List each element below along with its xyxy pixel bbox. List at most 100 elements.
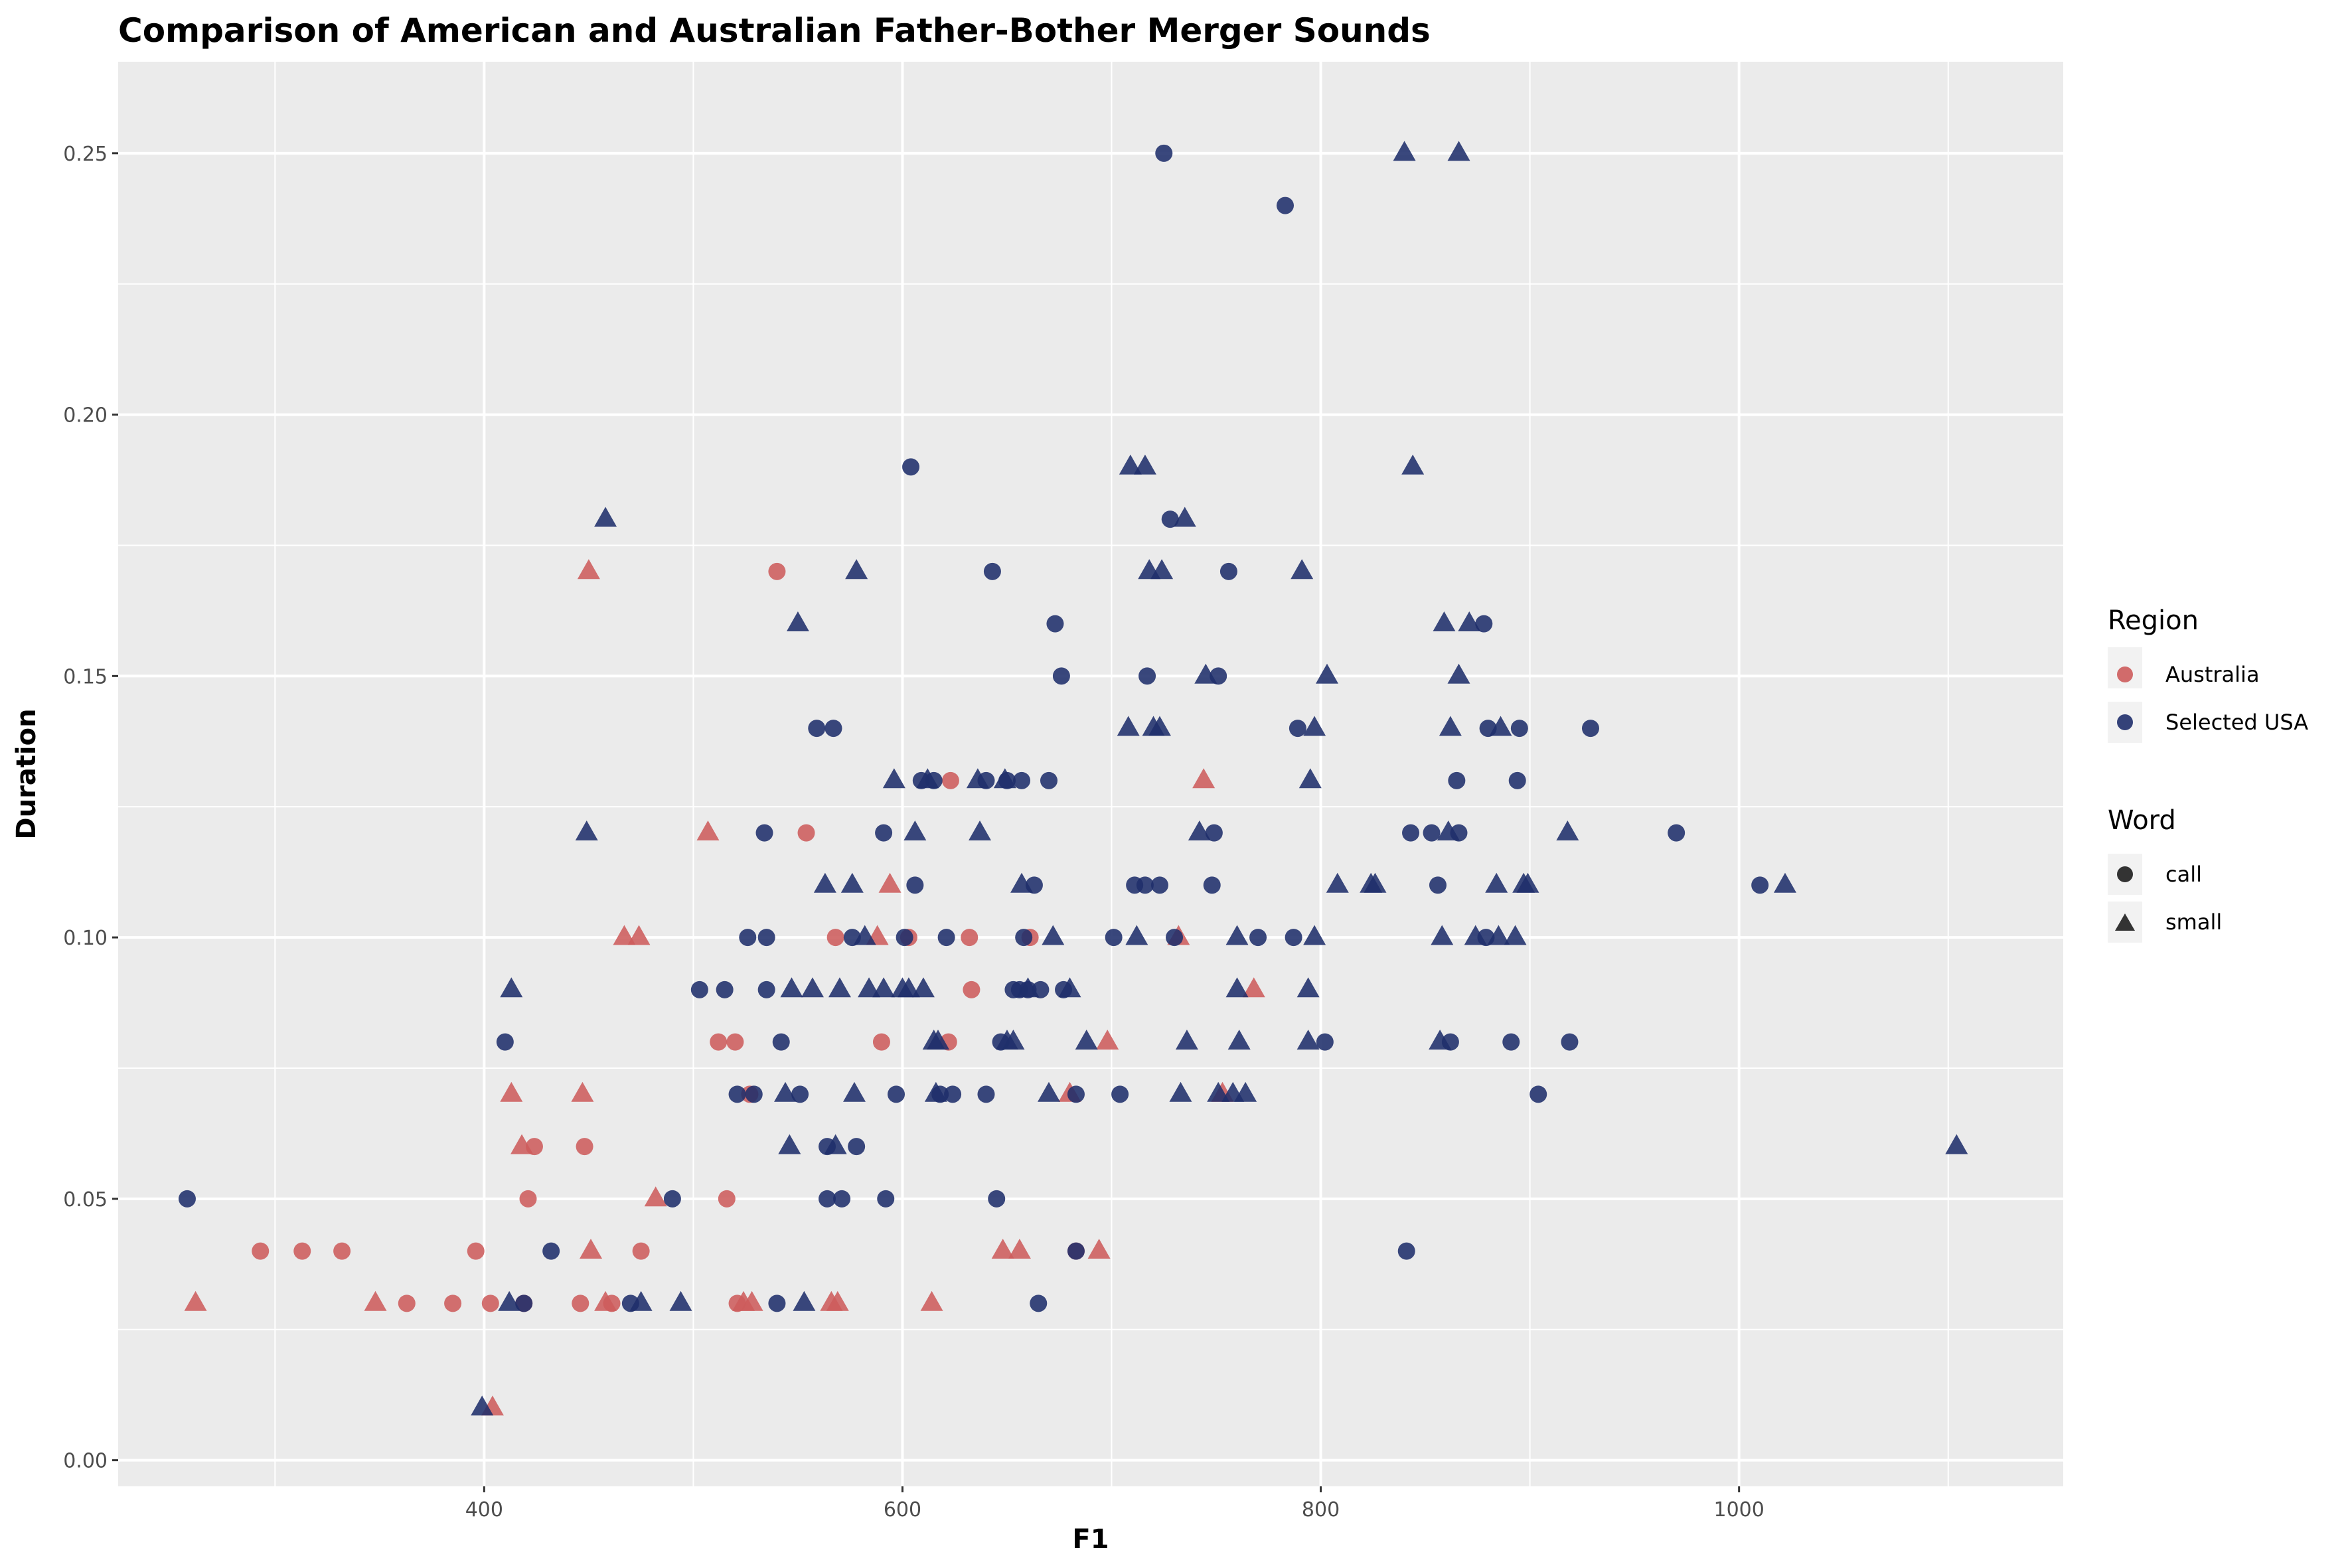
point-selected-usa-small	[1303, 716, 1326, 736]
point-selected-usa-call	[1561, 1033, 1579, 1051]
y-tick-label: 0.15	[63, 665, 108, 688]
point-australia-small	[878, 872, 902, 893]
point-selected-usa-call	[1581, 720, 1599, 738]
y-tick-label: 0.25	[63, 143, 108, 166]
point-australia-small	[696, 820, 720, 840]
x-tick-label: 400	[465, 1498, 503, 1522]
point-australia-small	[571, 1081, 594, 1102]
chart-title: Comparison of American and Australian Fa…	[118, 11, 1431, 50]
point-selected-usa-call	[755, 824, 773, 842]
point-selected-usa-small	[966, 768, 989, 789]
point-selected-usa-small	[872, 977, 896, 998]
point-selected-usa-call	[1397, 1242, 1415, 1260]
point-selected-usa-small	[1431, 925, 1454, 945]
point-selected-usa-small	[1464, 925, 1487, 945]
point-australia-small	[577, 559, 600, 580]
point-australia-small	[627, 925, 651, 945]
point-selected-usa-call	[1161, 510, 1179, 528]
point-selected-usa-small	[903, 820, 927, 840]
point-selected-usa-small	[911, 977, 935, 998]
point-selected-usa-small	[629, 1291, 653, 1311]
point-selected-usa-call	[1046, 615, 1064, 633]
point-australia-small	[613, 925, 636, 945]
point-selected-usa-call	[1285, 929, 1302, 947]
point-selected-usa-small	[1173, 507, 1196, 527]
x-tick-label: 600	[884, 1498, 921, 1522]
point-selected-usa-call	[1219, 562, 1237, 580]
point-australia-small	[1242, 977, 1265, 998]
point-selected-usa-small	[1298, 768, 1322, 789]
point-selected-usa-call	[1249, 929, 1267, 947]
point-selected-usa-call	[739, 929, 757, 947]
point-australia-call	[572, 1294, 589, 1312]
point-selected-usa-call	[902, 458, 920, 476]
point-selected-usa-call	[1111, 1085, 1129, 1103]
point-selected-usa-call	[833, 1190, 851, 1208]
x-tick-label: 800	[1302, 1498, 1340, 1522]
point-selected-usa-small	[774, 1081, 797, 1102]
point-selected-usa-small	[793, 1291, 816, 1311]
x-axis-ticks: 400 600 800 1000	[465, 1486, 1764, 1522]
point-selected-usa-small	[1401, 454, 1425, 475]
point-selected-usa-call	[496, 1033, 514, 1051]
point-selected-usa-small	[575, 820, 598, 840]
point-selected-usa-small	[1773, 872, 1796, 893]
point-selected-usa-small	[1169, 1081, 1192, 1102]
point-selected-usa-small	[969, 820, 992, 840]
point-selected-usa-call	[1502, 1033, 1520, 1051]
point-selected-usa-call	[1040, 771, 1058, 789]
point-australia-small	[826, 1291, 849, 1311]
point-selected-usa-call	[819, 1190, 836, 1208]
legend-key-selected-usa-icon	[2117, 714, 2133, 730]
point-selected-usa-small	[1437, 820, 1460, 840]
point-selected-usa-small	[1296, 977, 1320, 998]
point-selected-usa-call	[1155, 144, 1173, 162]
point-australia-small	[184, 1291, 207, 1311]
point-australia-call	[444, 1294, 462, 1312]
point-australia-call	[826, 929, 844, 947]
point-selected-usa-small	[1133, 454, 1156, 475]
point-selected-usa-small	[1326, 872, 1349, 893]
point-australia-call	[710, 1033, 728, 1051]
point-australia-small	[1096, 1030, 1119, 1050]
point-selected-usa-small	[778, 1134, 801, 1154]
point-selected-usa-call	[1508, 771, 1526, 789]
point-selected-usa-call	[1423, 824, 1441, 842]
point-selected-usa-small	[1234, 1081, 1257, 1102]
point-australia-call	[333, 1242, 351, 1260]
point-selected-usa-small	[1393, 141, 1416, 161]
point-australia-small	[1008, 1239, 1031, 1259]
point-selected-usa-call	[1289, 720, 1306, 738]
point-australia-call	[293, 1242, 311, 1260]
point-selected-usa-small	[498, 1291, 521, 1311]
legend-title-word: Word	[2108, 805, 2176, 836]
point-selected-usa-small	[1291, 559, 1314, 580]
point-selected-usa-call	[1429, 876, 1447, 894]
point-selected-usa-call	[690, 980, 708, 998]
point-selected-usa-small	[1016, 977, 1040, 998]
point-selected-usa-call	[983, 562, 1001, 580]
point-selected-usa-small	[1487, 925, 1510, 945]
point-selected-usa-call	[906, 876, 924, 894]
point-selected-usa-call	[1150, 876, 1168, 894]
legend-key-small-icon	[2115, 913, 2135, 931]
point-selected-usa-call	[1105, 929, 1123, 947]
point-selected-usa-small	[1296, 1030, 1320, 1050]
point-selected-usa-small	[1207, 1081, 1230, 1102]
point-selected-usa-small	[840, 872, 864, 893]
point-selected-usa-call	[791, 1085, 809, 1103]
point-selected-usa-small	[927, 1030, 950, 1050]
point-selected-usa-call	[888, 1085, 905, 1103]
point-selected-usa-call	[1510, 720, 1528, 738]
data-points	[178, 141, 1968, 1416]
point-selected-usa-small	[1504, 925, 1527, 945]
point-selected-usa-call	[1203, 876, 1221, 894]
point-selected-usa-small	[1175, 1030, 1198, 1050]
point-australia-call	[576, 1138, 593, 1156]
point-selected-usa-small	[786, 611, 809, 631]
point-selected-usa-call	[937, 929, 955, 947]
point-australia-call	[941, 771, 959, 789]
point-selected-usa-small	[1458, 611, 1481, 631]
point-selected-usa-call	[178, 1190, 196, 1208]
point-selected-usa-call	[1013, 771, 1031, 789]
